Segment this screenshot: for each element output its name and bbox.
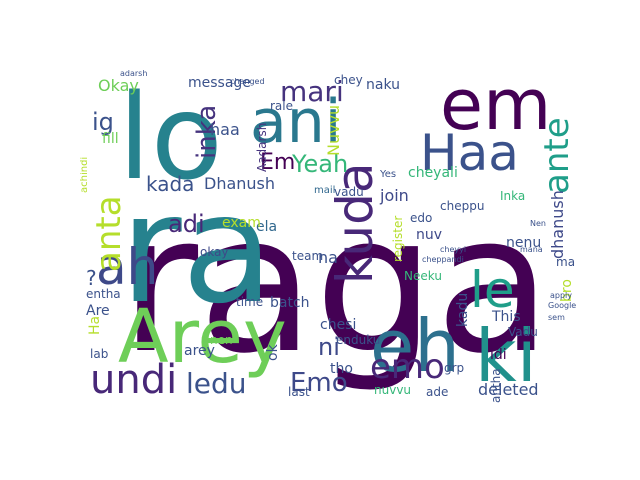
- cloud-word: ani: [250, 87, 342, 157]
- cloud-word: This: [492, 309, 521, 325]
- cloud-word: mail: [314, 185, 336, 196]
- cloud-word: apply: [550, 291, 573, 300]
- cloud-word: last: [288, 385, 310, 399]
- cloud-word: time: [236, 295, 264, 309]
- cloud-word: adi: [168, 210, 205, 238]
- cloud-word: nenu: [506, 235, 542, 251]
- cloud-word: changed: [230, 77, 265, 86]
- cloud-word: mana: [556, 255, 576, 269]
- cloud-word: deleted: [478, 380, 539, 399]
- cloud-word: le: [470, 261, 515, 319]
- cloud-word: anta: [89, 195, 129, 273]
- cloud-word: Nen: [530, 219, 546, 228]
- cloud-word: achindi: [80, 157, 90, 194]
- cloud-word: lab: [90, 347, 109, 361]
- cloud-word: chesi: [320, 317, 357, 333]
- cloud-word: ledu: [186, 367, 247, 400]
- cloud-word: Aadarsh: [255, 122, 269, 173]
- cloud-word: cheyyi: [440, 245, 467, 254]
- cloud-word: cheppandi: [422, 255, 464, 264]
- cloud-word: Google: [548, 301, 576, 310]
- cloud-word: adarsh: [120, 70, 148, 78]
- cloud-word: nuvvu: [374, 383, 412, 397]
- cloud-word: na: [318, 248, 338, 267]
- cloud-word: ra: [120, 163, 274, 337]
- cloud-word: arey: [184, 343, 215, 359]
- cloud-word: tho: [330, 361, 353, 377]
- cloud-word: enduku: [336, 333, 381, 347]
- cloud-word: sem: [548, 313, 565, 322]
- cloud-word: Inka: [500, 189, 526, 203]
- cloud-word: undi: [90, 357, 178, 403]
- cloud-word: chey: [334, 73, 363, 87]
- cloud-word: Nuvvu: [324, 104, 343, 156]
- cloud-word: team: [292, 249, 324, 263]
- cloud-word: dhanush: [548, 190, 567, 260]
- cloud-word: em: [440, 70, 552, 146]
- cloud-word: ante: [537, 117, 576, 195]
- cloud-word: nen: [210, 333, 233, 347]
- cloud-word: cheyali: [408, 165, 458, 181]
- cloud-word: grp: [444, 361, 465, 375]
- cloud-word: ki: [475, 314, 537, 398]
- cloud-word: Haa: [420, 124, 519, 182]
- cloud-word: lo: [118, 70, 223, 206]
- cloud-word: join: [380, 186, 409, 205]
- cloud-word: Dhanush: [204, 174, 276, 193]
- cloud-word: ade: [426, 385, 449, 399]
- cloud-word: message: [188, 75, 251, 91]
- cloud-word: mana: [520, 245, 543, 254]
- cloud-word: Yeah: [292, 150, 349, 178]
- cloud-word: kadu: [455, 292, 471, 327]
- cloud-word: Okay: [98, 76, 139, 95]
- cloud-word: Emo: [290, 368, 348, 398]
- cloud-word: vadu: [334, 185, 364, 199]
- cloud-word: okay: [200, 245, 229, 259]
- cloud-word: nuv: [416, 227, 443, 243]
- cloud-word: raga: [120, 174, 552, 395]
- cloud-word: fill: [102, 131, 119, 147]
- cloud-word: edo: [410, 211, 433, 225]
- cloud-word: naku: [366, 77, 401, 93]
- cloud-word: exam: [222, 215, 261, 231]
- cloud-word: idi: [490, 347, 507, 363]
- cloud-word: cheppu: [440, 199, 485, 213]
- cloud-word: kada: [146, 172, 195, 196]
- cloud-word: Are: [86, 303, 110, 319]
- cloud-word: mari: [280, 75, 344, 108]
- cloud-word: Em: [260, 150, 296, 175]
- cloud-word: ig: [92, 108, 114, 136]
- cloud-word: Ha: [87, 316, 103, 336]
- cloud-word: ok: [265, 344, 281, 362]
- cloud-word: Arey: [118, 294, 287, 380]
- cloud-word: rale: [270, 99, 294, 113]
- wordcloud-canvas: raga ra lo ani em Arey eh ki Haa kuda ah undi emo ant…: [80, 70, 576, 404]
- cloud-word: Neeku: [404, 269, 442, 283]
- cloud-word: ah: [96, 238, 159, 296]
- cloud-word: emo: [370, 347, 445, 387]
- cloud-word: Vadu: [508, 325, 538, 339]
- cloud-word: Yes: [380, 169, 397, 180]
- cloud-word: haa: [210, 120, 240, 139]
- cloud-word: ni: [318, 333, 340, 361]
- cloud-word: entha: [86, 287, 121, 301]
- cloud-word: register: [391, 215, 405, 262]
- cloud-word: eh: [370, 304, 460, 388]
- cloud-word: ela: [256, 219, 278, 235]
- cloud-word: batch: [270, 295, 310, 311]
- cloud-word: ?: [86, 266, 97, 290]
